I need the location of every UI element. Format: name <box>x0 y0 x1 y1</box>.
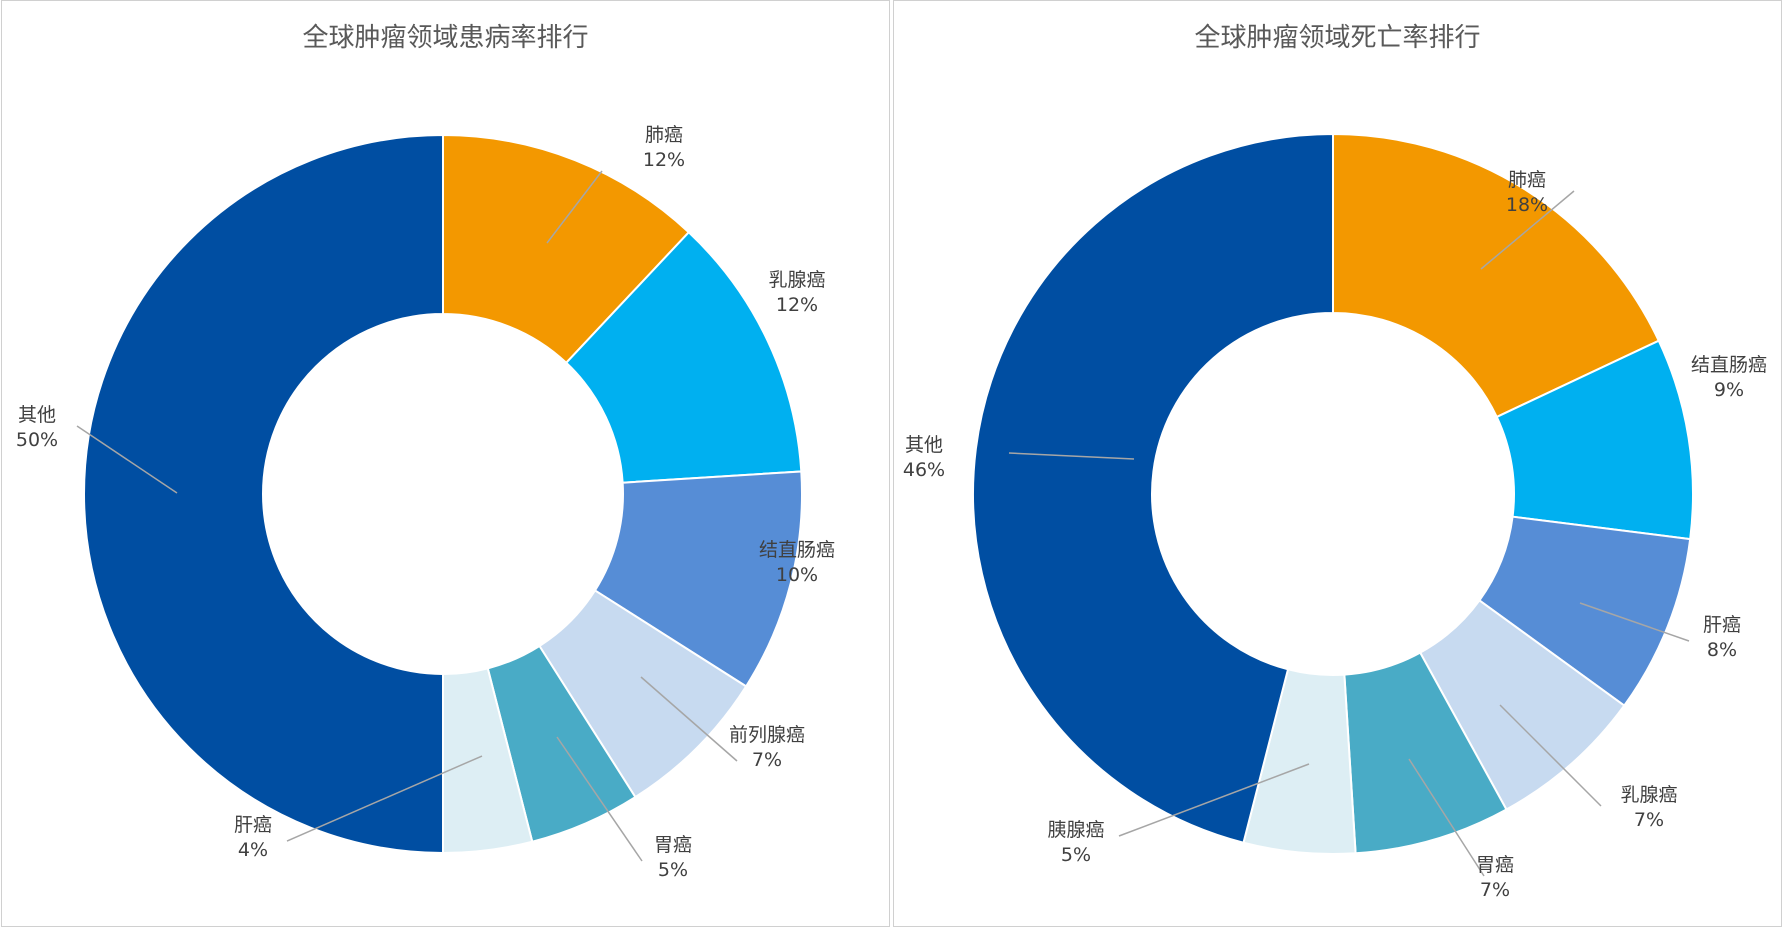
leader-line <box>1408 758 1485 877</box>
data-label-category: 前列腺癌 <box>729 724 805 746</box>
chart-panel-incidence: 全球肿瘤领域患病率排行 肺癌 12% 乳腺癌 12% 结直肠癌 10% 前列腺癌 7% 胃癌 5%… <box>1 0 890 927</box>
data-label-value: 8% <box>1707 639 1737 661</box>
leader-line <box>1579 602 1690 642</box>
data-label-value: 7% <box>752 749 782 771</box>
leader-line <box>546 170 603 244</box>
data-label-value: 46% <box>903 459 945 481</box>
data-label-value: 10% <box>776 564 818 586</box>
data-label-category: 胃癌 <box>1476 854 1514 876</box>
data-label-category: 其他 <box>905 434 943 456</box>
donut-slice-7 <box>83 133 444 855</box>
donut-slice-1 <box>442 133 691 365</box>
data-label-category: 肝癌 <box>234 814 272 836</box>
leader-line <box>640 676 738 762</box>
leader-line <box>1499 704 1602 807</box>
data-label-category: 胃癌 <box>654 834 692 856</box>
donut-slice-7 <box>972 132 1334 844</box>
data-label-value: 5% <box>658 859 688 881</box>
chart-title: 全球肿瘤领域死亡率排行 <box>1194 23 1481 53</box>
leader-line <box>286 755 483 842</box>
data-label-category: 肺癌 <box>645 124 683 146</box>
data-label-value: 50% <box>16 429 58 451</box>
data-label-category: 结直肠癌 <box>759 539 835 561</box>
data-label-value: 12% <box>776 294 818 316</box>
chart-panel-mortality: 全球肿瘤领域死亡率排行 肺癌 18% 结直肠癌 9% 肝癌 8% 乳腺癌 7% 胃癌 7% 胰腺癌 5… <box>893 0 1782 927</box>
data-label-value: 7% <box>1634 809 1664 831</box>
data-label-category: 乳腺癌 <box>1620 784 1677 806</box>
donut-chart-incidence: 肺癌 12% 乳腺癌 12% 结直肠癌 10% 前列腺癌 7% 胃癌 5% 肝癌 4% 其他 50% <box>16 124 835 881</box>
data-label-value: 12% <box>643 149 685 171</box>
donut-chart-mortality: 肺癌 18% 结直肠癌 9% 肝癌 8% 乳腺癌 7% 胃癌 7% 胰腺癌 5% 其他 46% <box>903 132 1767 901</box>
data-label-value: 18% <box>1506 194 1548 216</box>
data-label-category: 结直肠癌 <box>1691 354 1767 376</box>
leader-line <box>76 425 178 494</box>
leader-line <box>1008 452 1135 460</box>
data-label-category: 乳腺癌 <box>768 269 825 291</box>
data-label-category: 胰腺癌 <box>1047 819 1104 841</box>
data-label-category: 肝癌 <box>1703 614 1741 636</box>
chart-title: 全球肿瘤领域患病率排行 <box>302 23 589 53</box>
data-label-value: 9% <box>1714 379 1744 401</box>
data-label-value: 4% <box>238 839 268 861</box>
data-label-value: 7% <box>1480 879 1510 901</box>
data-label-value: 5% <box>1061 844 1091 866</box>
leader-line <box>556 736 643 862</box>
leader-line <box>1118 763 1310 837</box>
leader-line <box>1480 190 1575 270</box>
donut-slice-2 <box>564 230 803 484</box>
data-label-category: 其他 <box>18 404 56 426</box>
donut-slice-1 <box>1332 132 1661 419</box>
data-label-category: 肺癌 <box>1508 169 1546 191</box>
